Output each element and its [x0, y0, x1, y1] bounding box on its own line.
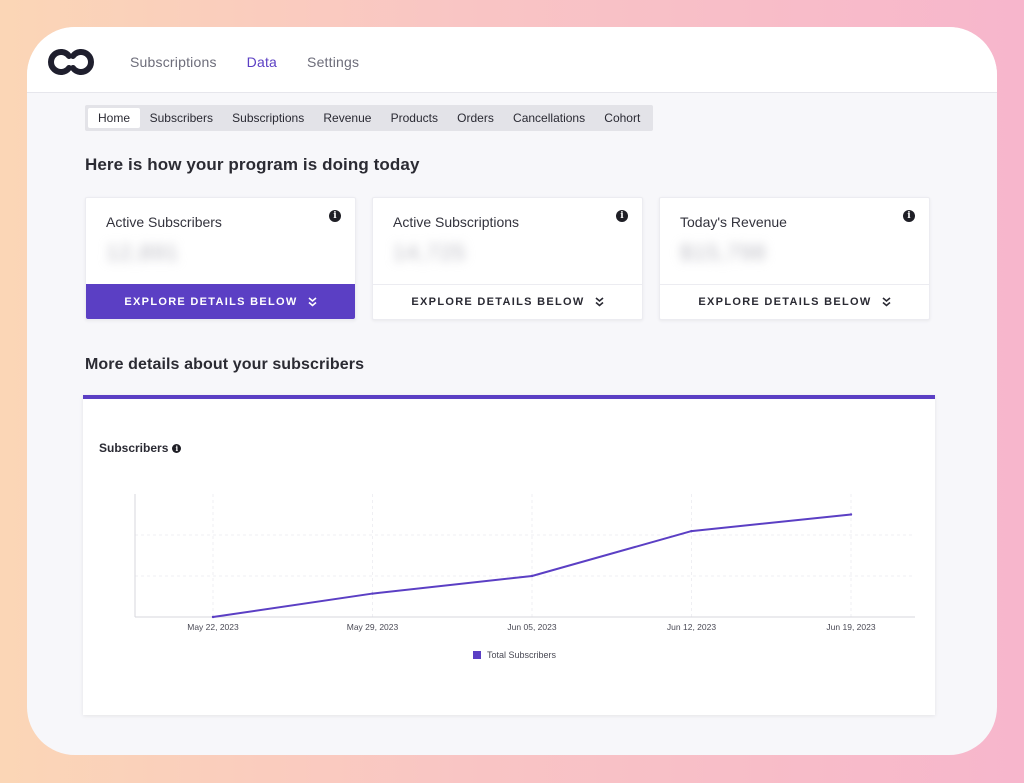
info-icon[interactable]: i — [903, 210, 915, 222]
data-point — [849, 513, 853, 516]
tab-orders[interactable]: Orders — [457, 111, 494, 125]
main-nav: Subscriptions Data Settings — [130, 54, 359, 70]
double-chevron-down-icon — [882, 297, 891, 307]
cta-label: EXPLORE DETAILS BELOW — [411, 296, 585, 308]
line-chart: May 22, 2023 May 29, 2023 Jun 05, 2023 Jun … — [134, 494, 915, 632]
app-window: Subscriptions Data Settings Home Subscri… — [27, 27, 997, 755]
data-point — [211, 615, 215, 619]
x-tick-label: Jun 19, 2023 — [826, 622, 875, 632]
tab-revenue[interactable]: Revenue — [323, 111, 372, 125]
data-point — [690, 529, 693, 533]
tab-cohort[interactable]: Cohort — [604, 111, 641, 125]
card-todays-revenue: Today's Revenue i $15,798 EXPLORE DETAIL… — [659, 197, 930, 320]
card-active-subscribers: Active Subscribers i 12,891 EXPLORE DETA… — [85, 197, 356, 320]
legend-swatch — [473, 651, 481, 659]
explore-details-button[interactable]: EXPLORE DETAILS BELOW — [86, 284, 355, 319]
x-tick-label: May 22, 2023 — [187, 622, 239, 632]
x-tick-label: Jun 05, 2023 — [507, 622, 556, 632]
section-title: More details about your subscribers — [85, 356, 365, 373]
cta-label: EXPLORE DETAILS BELOW — [124, 295, 298, 308]
legend-label: Total Subscribers — [487, 650, 557, 660]
card-label: Today's Revenue — [680, 214, 787, 230]
tab-subscriptions[interactable]: Subscriptions — [232, 111, 305, 125]
chart-title: Subscribers i — [99, 441, 182, 455]
card-active-subscriptions: Active Subscriptions i 14,725 EXPLORE DE… — [372, 197, 643, 320]
nav-item-subscriptions[interactable]: Subscriptions — [130, 54, 217, 70]
top-navigation-bar: Subscriptions Data Settings — [27, 27, 997, 93]
data-subtabs: Home Subscribers Subscriptions Revenue P… — [85, 105, 653, 131]
card-value: 14,725 — [393, 240, 467, 265]
tab-cancellations[interactable]: Cancellations — [513, 111, 586, 125]
chart-legend[interactable]: Total Subscribers — [473, 650, 556, 660]
info-icon[interactable]: i — [172, 443, 182, 453]
nav-item-settings[interactable]: Settings — [307, 54, 360, 70]
chart-title-text: Subscribers — [99, 441, 169, 455]
data-point — [530, 574, 534, 578]
card-value: $15,798 — [680, 240, 767, 265]
info-icon[interactable]: i — [616, 210, 628, 222]
tab-products[interactable]: Products — [390, 111, 438, 125]
cta-label: EXPLORE DETAILS BELOW — [698, 296, 872, 308]
double-chevron-down-icon — [595, 297, 604, 307]
explore-details-button[interactable]: EXPLORE DETAILS BELOW — [660, 284, 929, 319]
subscribers-chart-panel: Subscribers i May 22, 2023 May 29, 2023 Ju… — [83, 395, 935, 715]
x-tick-label: May 29, 2023 — [347, 622, 399, 632]
info-icon[interactable]: i — [329, 210, 341, 222]
double-chevron-down-icon — [308, 296, 317, 307]
brand-logo-icon[interactable] — [43, 46, 99, 78]
series-line — [212, 513, 852, 618]
card-label: Active Subscribers — [106, 214, 222, 230]
x-tick-label: Jun 12, 2023 — [667, 622, 716, 632]
page-title: Here is how your program is doing today — [85, 155, 420, 174]
card-value: 12,891 — [106, 240, 180, 265]
nav-item-data[interactable]: Data — [246, 54, 278, 70]
data-point — [371, 592, 374, 595]
explore-details-button[interactable]: EXPLORE DETAILS BELOW — [373, 284, 642, 319]
tab-subscribers[interactable]: Subscribers — [149, 111, 213, 125]
card-label: Active Subscriptions — [393, 214, 520, 230]
tab-home[interactable]: Home — [88, 108, 141, 128]
